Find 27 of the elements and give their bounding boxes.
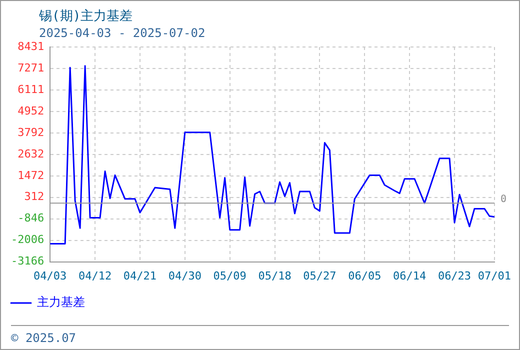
x-tick-label: 05/18 bbox=[258, 269, 292, 282]
y-tick-label: 1472 bbox=[18, 168, 44, 182]
x-tick-label: 06/05 bbox=[348, 269, 382, 282]
y-tick-label: 2632 bbox=[18, 147, 44, 160]
y-tick-label: -846 bbox=[18, 212, 44, 225]
x-tick-label: 04/03 bbox=[34, 269, 67, 282]
y-tick-label: 6111 bbox=[18, 82, 44, 96]
y-tick-label: 8431 bbox=[18, 40, 44, 53]
y-tick-label: -2006 bbox=[10, 233, 44, 246]
y-tick-label: 312 bbox=[24, 190, 44, 204]
x-tick-label: 04/12 bbox=[78, 269, 112, 282]
chart-subtitle: 2025-04-03 - 2025-07-02 bbox=[39, 26, 206, 40]
chart-title: 锡(期)主力基差 bbox=[39, 8, 133, 25]
legend-label: 主力基差 bbox=[37, 295, 85, 310]
y-tick-label: 7271 bbox=[18, 61, 44, 74]
x-tick-label: 06/23 bbox=[438, 269, 472, 282]
y-tick-label: 4952 bbox=[18, 104, 44, 118]
ref-line-label: 0 bbox=[500, 194, 506, 205]
y-tick-label: 3792 bbox=[18, 126, 44, 139]
text: © 2025.07 bbox=[11, 331, 76, 345]
x-tick-label: 06/14 bbox=[393, 269, 426, 282]
x-tick-label: 04/21 bbox=[123, 269, 157, 282]
y-tick-label: -3166 bbox=[10, 254, 44, 268]
x-tick-label: 07/01 bbox=[478, 269, 512, 282]
x-tick-label: 05/27 bbox=[303, 269, 336, 282]
x-tick-label: 04/30 bbox=[168, 269, 202, 282]
x-tick-label: 05/09 bbox=[213, 269, 246, 282]
